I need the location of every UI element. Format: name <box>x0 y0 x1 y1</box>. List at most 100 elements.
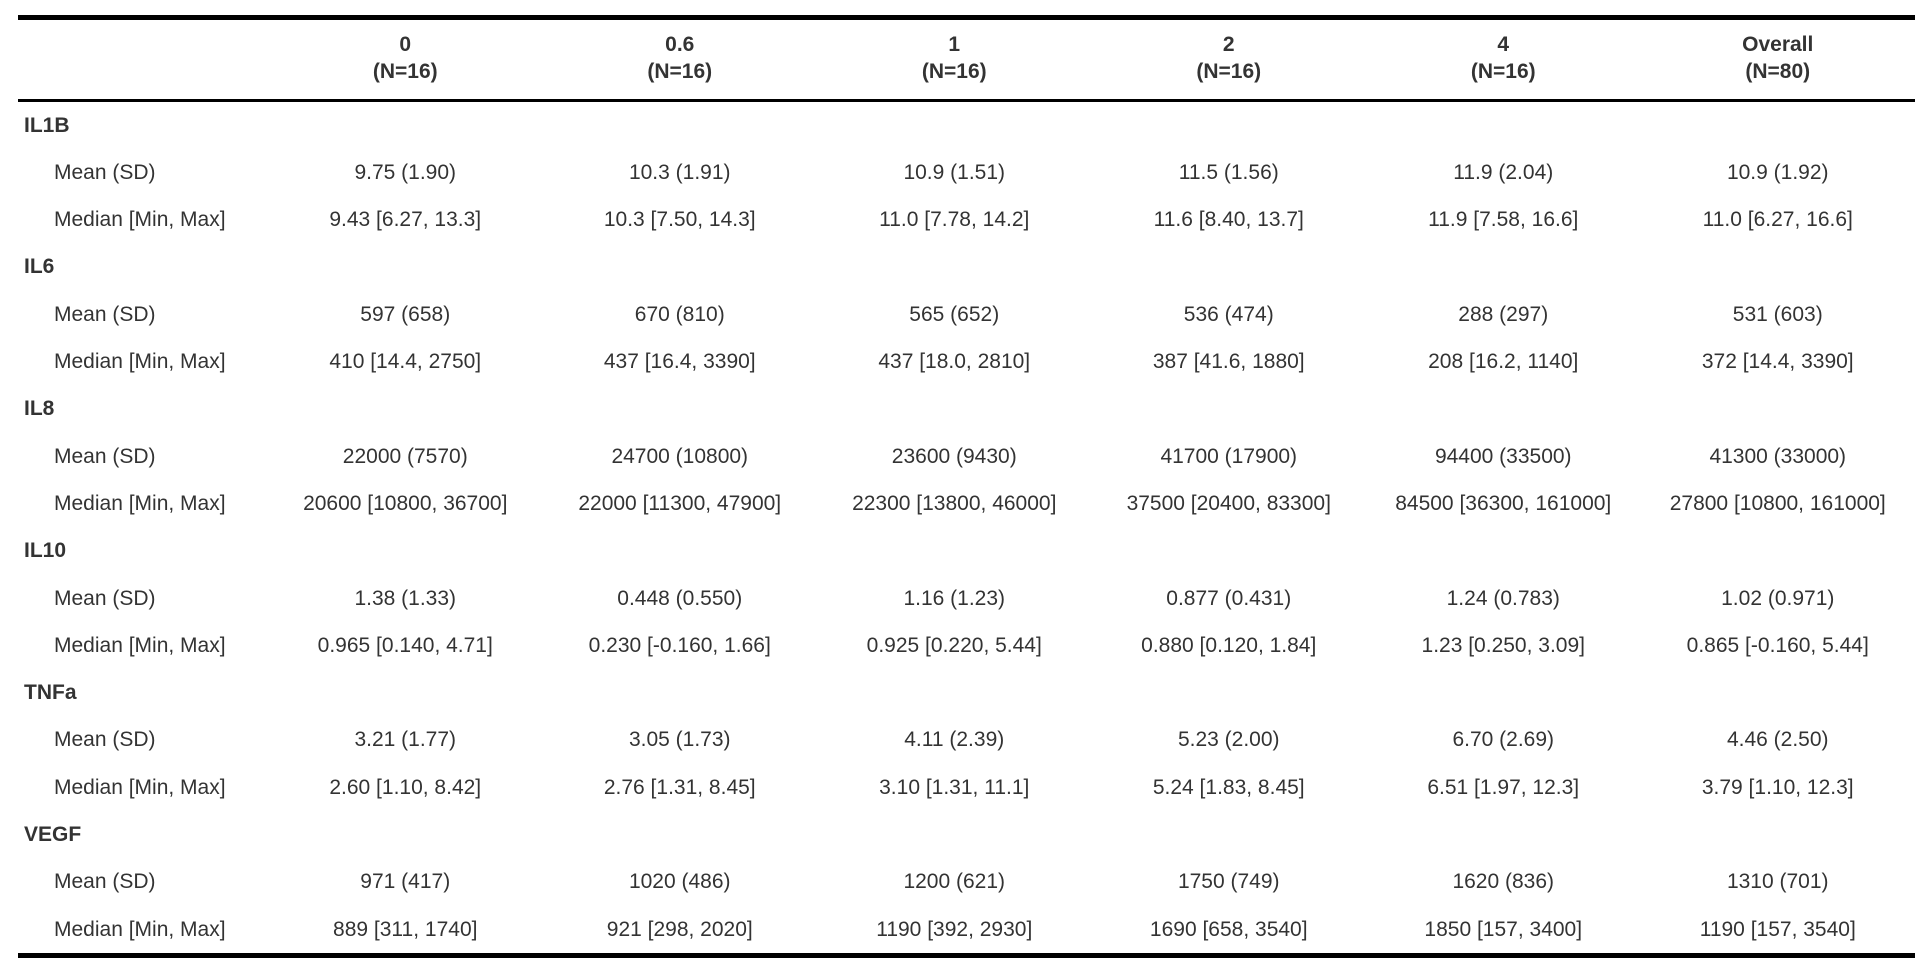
n-label: (N=16) <box>372 60 438 84</box>
empty-cell <box>1366 243 1641 290</box>
cell-value: 27800 [10800, 161000] <box>1669 491 1886 515</box>
variable-row: IL1B <box>18 100 1915 149</box>
cell-value: 4.46 (2.50) <box>1726 728 1829 752</box>
cell-value: 208 [16.2, 1140] <box>1428 350 1579 374</box>
cell-value: 1690 [658, 3540] <box>1091 905 1366 958</box>
corner-cell <box>18 15 268 102</box>
cell-value: 6.70 (2.69) <box>1452 728 1555 752</box>
stat-row: Mean (SD) 22000 (7570) 24700 (10800) 23600 … <box>18 433 1915 480</box>
table-body: IL1B Mean (SD) 9.75 (1.90) 10.3 (1.91) 10.9 … <box>18 100 1915 958</box>
cell-value: 410 [14.4, 2750] <box>329 350 482 374</box>
variable-row: VEGF <box>18 811 1915 858</box>
stat-row: Median [Min, Max] 9.43 [6.27, 13.3] 10.3 [… <box>18 196 1915 243</box>
cell-value: 3.79 [1.10, 12.3] <box>1701 775 1854 799</box>
cell-value: 24700 (10800) <box>611 444 749 468</box>
cell-value: 1.23 [0.250, 3.09] <box>1421 633 1585 657</box>
cell-value: 1.38 (1.33) <box>354 586 457 610</box>
stat-label: Mean (SD) <box>54 870 156 894</box>
cell-value: 3.10 [1.31, 11.1] <box>879 775 1030 799</box>
empty-cell <box>543 811 818 858</box>
stat-row: Mean (SD) 597 (658) 670 (810) 565 (652) 536 … <box>18 291 1915 338</box>
n-label: (N=16) <box>1196 60 1262 84</box>
stat-row: Median [Min, Max] 20600 [10800, 36700] 220… <box>18 480 1915 527</box>
column-header-4: 4 (N=16) <box>1366 15 1641 102</box>
variable-label: VEGF <box>24 823 82 847</box>
variable-label: IL10 <box>24 539 67 563</box>
n-label: (N=80) <box>1745 60 1811 84</box>
empty-cell <box>817 527 1092 574</box>
stat-row: Mean (SD) 971 (417) 1020 (486) 1200 (621) 17… <box>18 858 1915 905</box>
cell-value: 0.230 [-0.160, 1.66] <box>588 633 771 657</box>
variable-label: IL1B <box>24 113 70 137</box>
column-header-0-6: 0.6 (N=16) <box>542 15 817 102</box>
cell-value: 2.60 [1.10, 8.42] <box>329 775 482 799</box>
cell-value: 3.21 (1.77) <box>354 728 457 752</box>
stat-label: Median [Min, Max] <box>54 633 226 657</box>
empty-cell <box>1366 100 1641 149</box>
header-row: 0 (N=16) 0.6 (N=16) 1 (N=16) 2 (N=16) 4 <box>18 15 1915 102</box>
cell-value: 5.24 [1.83, 8.45] <box>1152 775 1305 799</box>
empty-cell <box>1641 385 1916 432</box>
cell-value: 670 (810) <box>634 302 725 326</box>
n-label: (N=16) <box>1470 60 1536 84</box>
dose-label: 4 <box>1497 33 1510 56</box>
cell-value: 20600 [10800, 36700] <box>303 491 508 515</box>
empty-cell <box>543 243 818 290</box>
variable-row: IL8 <box>18 385 1915 432</box>
cell-value: 1190 [392, 2930] <box>817 905 1092 958</box>
empty-cell <box>268 243 543 290</box>
cell-value: 11.9 (2.04) <box>1453 160 1554 184</box>
cell-value: 1620 (836) <box>1452 870 1555 894</box>
empty-cell <box>1092 385 1367 432</box>
cell-value: 41700 (17900) <box>1160 444 1298 468</box>
cell-value: 0.965 [0.140, 4.71] <box>317 633 493 657</box>
cell-value: 9.75 (1.90) <box>354 160 457 184</box>
empty-cell <box>543 669 818 716</box>
cell-value: 1200 (621) <box>903 870 1006 894</box>
empty-cell <box>268 811 543 858</box>
cell-value: 288 (297) <box>1458 302 1549 326</box>
stat-label: Median [Min, Max] <box>54 775 226 799</box>
cell-value: 94400 (33500) <box>1434 444 1572 468</box>
cell-value: 1.16 (1.23) <box>903 586 1006 610</box>
cell-value: 1.02 (0.971) <box>1721 586 1835 610</box>
empty-cell <box>817 385 1092 432</box>
empty-cell <box>1641 243 1916 290</box>
stat-label: Mean (SD) <box>54 586 156 610</box>
cell-value: 23600 (9430) <box>891 444 1017 468</box>
cell-value: 372 [14.4, 3390] <box>1701 350 1854 374</box>
empty-cell <box>1092 811 1367 858</box>
empty-cell <box>1092 669 1367 716</box>
n-label: (N=16) <box>647 60 713 84</box>
table-header: 0 (N=16) 0.6 (N=16) 1 (N=16) 2 (N=16) 4 <box>18 15 1915 102</box>
variable-label: IL6 <box>24 255 55 279</box>
stat-row: Mean (SD) 3.21 (1.77) 3.05 (1.73) 4.11 (2.3… <box>18 716 1915 763</box>
empty-cell <box>1641 100 1916 149</box>
stat-label: Median [Min, Max] <box>54 208 226 232</box>
cell-value: 921 [298, 2020] <box>542 905 817 958</box>
empty-cell <box>817 811 1092 858</box>
variable-row: IL10 <box>18 527 1915 574</box>
dose-label: Overall <box>1742 33 1814 56</box>
cell-value: 1.24 (0.783) <box>1446 586 1560 610</box>
cell-value: 11.5 (1.56) <box>1178 160 1279 184</box>
cell-value: 11.6 [8.40, 13.7] <box>1153 208 1304 232</box>
column-header-0: 0 (N=16) <box>268 15 543 102</box>
cell-value: 4.11 (2.39) <box>904 728 1005 752</box>
cell-value: 6.51 [1.97, 12.3] <box>1427 775 1580 799</box>
dose-label: 2 <box>1222 33 1235 56</box>
cell-value: 565 (652) <box>909 302 1000 326</box>
cell-value: 1750 (749) <box>1177 870 1280 894</box>
cell-value: 84500 [36300, 161000] <box>1395 491 1612 515</box>
stat-label: Median [Min, Max] <box>54 491 226 515</box>
summary-statistics-table: 0 (N=16) 0.6 (N=16) 1 (N=16) 2 (N=16) 4 <box>18 15 1915 958</box>
empty-cell <box>1366 811 1641 858</box>
cell-value: 10.9 (1.51) <box>903 160 1006 184</box>
stat-row: Median [Min, Max] 0.965 [0.140, 4.71] 0.23… <box>18 622 1915 669</box>
variable-row: IL6 <box>18 243 1915 290</box>
cell-value: 387 [41.6, 1880] <box>1152 350 1305 374</box>
empty-cell <box>268 669 543 716</box>
dose-label: 0.6 <box>665 33 695 56</box>
empty-cell <box>1641 527 1916 574</box>
